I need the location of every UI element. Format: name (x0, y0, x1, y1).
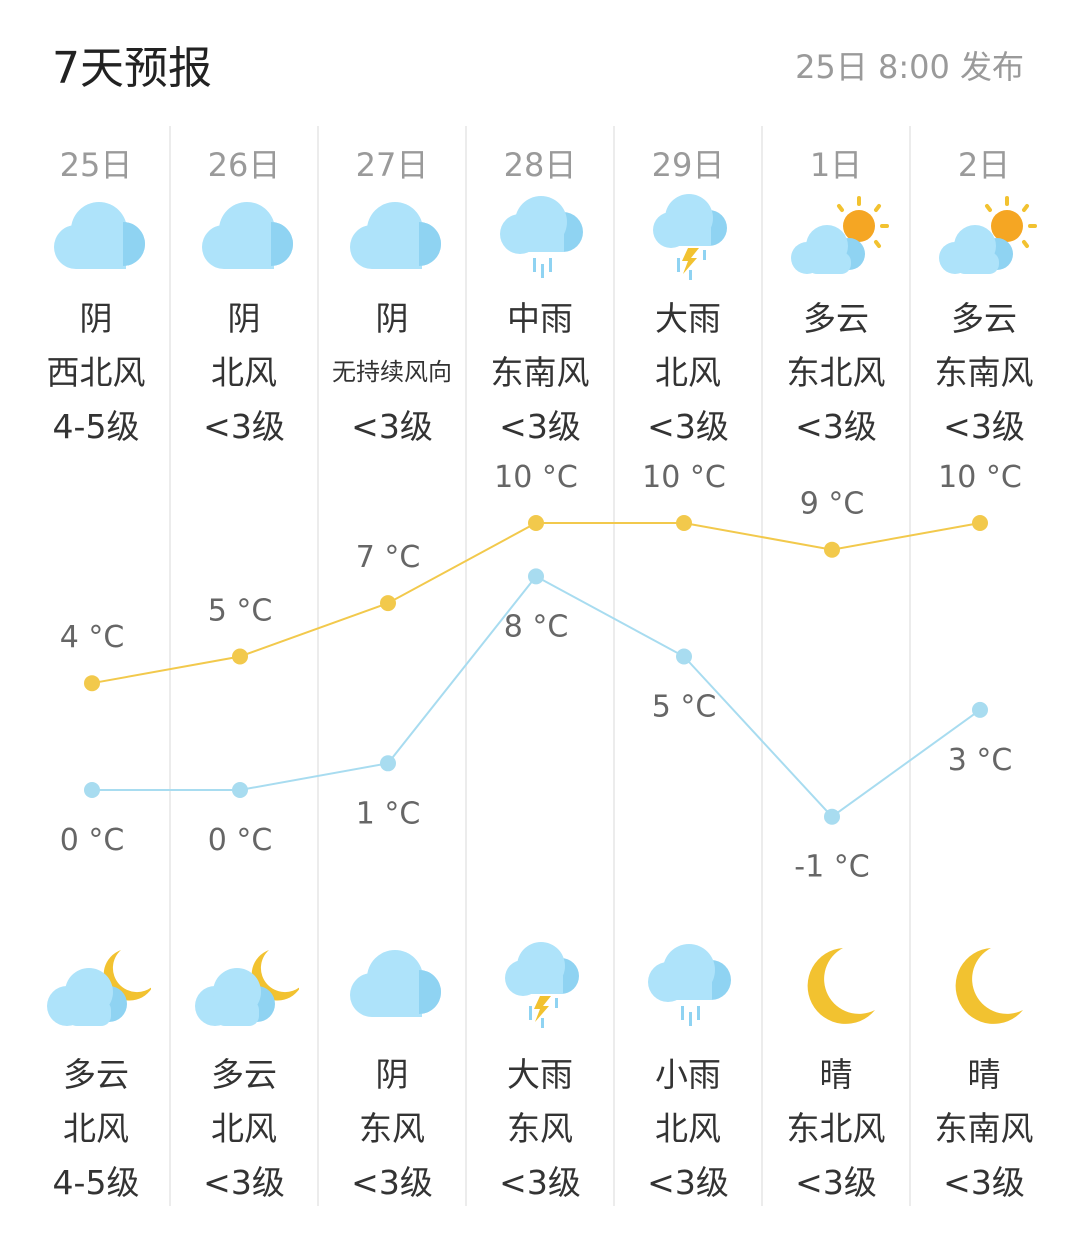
day-wind-level: <3级 (351, 407, 433, 446)
day-date: 26日 (207, 146, 281, 184)
day-wind-dir: 无持续风向 (332, 358, 452, 386)
page-title: 7天预报 (52, 43, 212, 94)
day-date: 25日 (59, 146, 133, 184)
night-wind-level: <3级 (203, 1163, 285, 1202)
day-wind-dir: 北风 (211, 353, 277, 392)
high-temp-point (676, 515, 692, 531)
day-date: 28日 (503, 146, 577, 184)
thunder-rain-icon (505, 942, 579, 1028)
night-wind-dir: 东风 (359, 1109, 425, 1148)
night-weather: 晴 (967, 1055, 1001, 1094)
day-date: 1日 (809, 146, 863, 184)
column-divider (169, 126, 171, 1206)
day-weather: 多云 (951, 299, 1017, 338)
night-wind-dir: 北风 (655, 1109, 721, 1148)
high-temp-label: 5 °C (208, 594, 273, 629)
publish-time: 25日 8:00 发布 (795, 48, 1024, 86)
night-wind-dir: 东南风 (934, 1109, 1034, 1148)
sun-cloud-icon (791, 196, 889, 274)
cloud-icon (350, 950, 441, 1017)
night-wind-level: <3级 (647, 1163, 729, 1202)
night-wind-dir: 北风 (211, 1109, 277, 1148)
day-wind-level: <3级 (943, 407, 1025, 446)
night-wind-level: <3级 (499, 1163, 581, 1202)
low-temp-point (84, 782, 100, 798)
day-wind-level: <3级 (795, 407, 877, 446)
thunder-rain-icon (653, 194, 727, 280)
day-weather: 中雨 (507, 299, 573, 338)
rain-cloud-icon (500, 196, 583, 278)
low-temp-point (824, 808, 840, 825)
high-temp-point (824, 541, 840, 558)
night-wind-level: <3级 (795, 1163, 877, 1202)
day-wind-level: 4-5级 (52, 407, 140, 446)
night-wind-level: <3级 (943, 1163, 1025, 1202)
day-wind-level: <3级 (647, 407, 729, 446)
high-temp-point (972, 515, 988, 531)
high-temp-label: 10 °C (938, 460, 1022, 495)
sun-cloud-icon (939, 196, 1037, 274)
high-temp-point (380, 595, 396, 612)
low-temp-label: -1 °C (794, 850, 869, 885)
low-temp-point (972, 701, 988, 718)
day-wind-dir: 西北风 (46, 353, 146, 392)
night-wind-dir: 北风 (63, 1109, 129, 1148)
night-weather: 大雨 (507, 1055, 573, 1094)
moon-icon (955, 948, 1023, 1024)
column-divider (909, 126, 911, 1206)
cloud-icon (202, 202, 293, 269)
night-wind-dir: 东北风 (786, 1109, 886, 1148)
column-divider (761, 126, 763, 1206)
night-weather: 阴 (375, 1055, 409, 1094)
high-temp-point (232, 648, 248, 665)
day-date: 29日 (651, 146, 725, 184)
high-temp-label: 9 °C (800, 487, 865, 522)
cloud-icon (350, 202, 441, 269)
low-temp-point (380, 755, 396, 772)
day-date: 27日 (355, 146, 429, 184)
day-weather: 阴 (227, 299, 261, 338)
temperature-chart: 4 °C 5 °C 7 °C 10 °C 10 °C 9 °C 10 °C 0 °C 0 °C 1… (60, 460, 1022, 885)
day-wind-dir: 北风 (655, 353, 721, 392)
night-weather: 小雨 (655, 1055, 721, 1094)
night-weather: 多云 (63, 1055, 129, 1094)
day-wind-level: <3级 (499, 407, 581, 446)
day-weather: 阴 (79, 299, 113, 338)
rain-cloud-icon (648, 944, 731, 1026)
night-weather: 多云 (211, 1055, 277, 1094)
night-wind-dir: 东风 (507, 1109, 573, 1148)
column-divider (613, 126, 615, 1206)
low-temp-point (528, 568, 544, 585)
high-temp-label: 4 °C (60, 620, 125, 655)
high-temp-label: 10 °C (642, 460, 726, 495)
column-divider (317, 126, 319, 1206)
day-wind-level: <3级 (203, 407, 285, 446)
night-weather: 晴 (819, 1055, 853, 1094)
low-temp-point (232, 782, 248, 798)
day-wind-dir: 东南风 (934, 353, 1034, 392)
day-weather: 多云 (803, 299, 869, 338)
day-wind-dir: 东南风 (490, 353, 590, 392)
low-temp-label: 0 °C (208, 823, 273, 858)
night-wind-level: 4-5级 (52, 1163, 140, 1202)
night-wind-level: <3级 (351, 1163, 433, 1202)
moon-icon (807, 948, 875, 1024)
moon-cloud-icon (195, 950, 299, 1026)
low-temp-label: 8 °C (504, 609, 569, 644)
low-temp-label: 1 °C (356, 796, 421, 831)
high-temp-point (84, 675, 100, 692)
day-date: 2日 (957, 146, 1011, 184)
day-weather: 大雨 (655, 299, 721, 338)
high-temp-point (528, 515, 544, 531)
cloud-icon (54, 202, 145, 269)
high-temp-label: 7 °C (356, 540, 421, 575)
day-wind-dir: 东北风 (786, 353, 886, 392)
low-temp-point (676, 648, 692, 665)
moon-cloud-icon (47, 950, 151, 1026)
day-weather: 阴 (375, 299, 409, 338)
low-temp-label: 3 °C (948, 743, 1013, 778)
high-temp-label: 10 °C (494, 460, 578, 495)
low-temp-label: 0 °C (60, 823, 125, 858)
low-temp-label: 5 °C (652, 690, 717, 725)
